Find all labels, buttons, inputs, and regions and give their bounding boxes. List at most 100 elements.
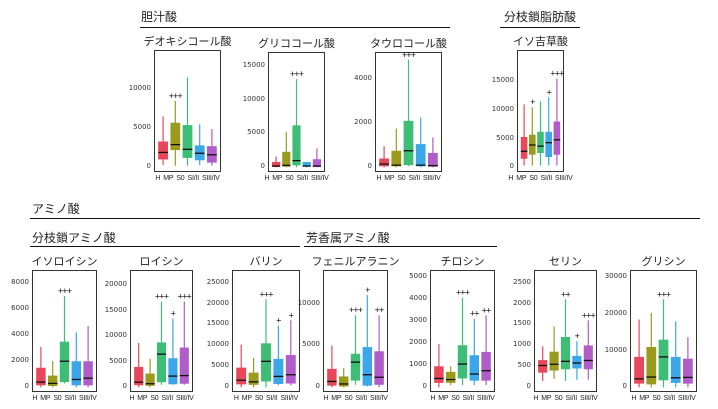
x-tick-label: H xyxy=(264,175,270,182)
x-tick-label: H xyxy=(376,175,382,182)
y-tick-label: 15000 xyxy=(104,305,127,314)
y-tick-label: 15000 xyxy=(491,76,514,85)
x-tick-label: S0 xyxy=(652,395,661,402)
significance-marker: ++ xyxy=(470,309,479,319)
x-tick-label: MP xyxy=(639,395,650,402)
significance-marker: ++ xyxy=(482,305,491,315)
x-tick-label: S0 xyxy=(344,395,353,402)
y-tick-label: 4000 xyxy=(354,73,372,82)
panel-title: セリン xyxy=(549,255,582,268)
box-s0 xyxy=(350,353,361,381)
panel-title: デオキシコール酸 xyxy=(143,35,232,48)
x-tick-label: SIII/IV xyxy=(369,395,388,402)
x-tick-label: MP xyxy=(163,175,174,182)
panel-title: グリココール酸 xyxy=(258,37,335,50)
x-tick-label: S0 xyxy=(529,175,538,182)
y-tick-label: 20000 xyxy=(206,298,229,307)
significance-marker: ++ xyxy=(561,289,570,299)
y-tick-label: 5000 xyxy=(409,271,427,280)
box-si-ii xyxy=(469,355,480,381)
significance-marker: +++ xyxy=(550,69,564,79)
y-tick-label: 5000 xyxy=(247,128,265,137)
box-s0 xyxy=(403,120,414,166)
y-tick-label: 8000 xyxy=(11,278,29,287)
panel-title: チロシン xyxy=(440,255,485,268)
box-mp xyxy=(445,371,456,383)
box-mp xyxy=(338,376,349,387)
x-tick-label: SI/II xyxy=(161,395,174,402)
box-s0 xyxy=(658,339,669,381)
box-h xyxy=(134,366,144,386)
box-siii-iv xyxy=(179,347,189,384)
x-tick-label: MP xyxy=(241,395,252,402)
x-axis-labels: H MP S0 SI/II SIII/IV xyxy=(20,395,110,402)
y-tick-label: 10000 xyxy=(128,84,151,93)
x-tick-label: S0 xyxy=(254,395,263,402)
x-axis-labels: H MP S0 SI/II SIII/IV xyxy=(311,395,401,402)
significance-marker: +++ xyxy=(155,292,169,302)
group-header-bcaa: 分枝鎖アミノ酸 xyxy=(32,231,116,245)
x-tick-label: S0 xyxy=(176,175,185,182)
x-tick-label: MP xyxy=(137,395,148,402)
significance-marker: ++ xyxy=(375,305,384,315)
y-tick-label: 2000 xyxy=(354,118,372,126)
box-siii-iv xyxy=(285,355,296,384)
significance-marker: +++ xyxy=(349,305,363,315)
x-tick-label: SIII/IV xyxy=(280,395,299,402)
x-tick-label: H xyxy=(32,395,38,402)
y-tick-label: 5000 xyxy=(211,361,229,370)
x-tick-label: SIII/IV xyxy=(476,395,495,402)
x-axis-labels: H MP S0 SI/II SIII/IV xyxy=(619,395,709,402)
group-header-aromatic: 芳香属アミノ酸 xyxy=(306,231,390,245)
y-tick-label: 0 xyxy=(224,382,229,391)
x-tick-label: SI/II xyxy=(266,395,278,402)
y-tick-label: 1000 xyxy=(513,340,531,349)
x-tick-label: S0 xyxy=(285,175,294,182)
plot-frame xyxy=(154,50,221,172)
x-tick-label: SIII/IV xyxy=(422,175,441,182)
y-tick-label: 5000 xyxy=(133,123,151,132)
y-tick-label: 0 xyxy=(422,382,427,391)
group-header-bcfa: 分枝鎖脂肪酸 xyxy=(504,10,577,24)
x-tick-label: SIII/IV xyxy=(310,175,329,182)
y-tick-label: 0 xyxy=(526,382,531,391)
group-header-amino-acid: アミノ酸 xyxy=(32,202,80,216)
y-tick-label: 20000 xyxy=(104,280,127,289)
x-tick-label: SI/II xyxy=(408,175,421,182)
box-siii-iv xyxy=(83,361,93,386)
group-divider xyxy=(140,27,450,28)
plot-frame xyxy=(130,270,193,392)
significance-marker: +++ xyxy=(402,50,416,60)
y-tick-label: 0 xyxy=(622,382,627,391)
significance-marker: + xyxy=(365,285,370,295)
plot-frame xyxy=(268,52,325,172)
box-s0 xyxy=(457,345,468,379)
box-mp xyxy=(646,346,657,385)
significance-marker: + xyxy=(530,97,535,107)
group-divider xyxy=(30,218,700,219)
group-divider xyxy=(500,27,580,28)
x-tick-label: S0 xyxy=(451,395,460,402)
panel-title: ロイシン xyxy=(139,255,184,268)
x-tick-label: SI/II xyxy=(663,395,676,402)
box-si-ii xyxy=(670,356,681,383)
x-tick-label: SIII/IV xyxy=(78,395,97,402)
y-tick-label: 1000 xyxy=(409,360,427,369)
box-h xyxy=(538,360,548,373)
box-h xyxy=(272,161,281,168)
y-tick-label: 0 xyxy=(367,162,372,171)
panel-title: グリシン xyxy=(641,255,686,268)
box-s0 xyxy=(59,341,70,383)
y-tick-label: 4000 xyxy=(409,293,427,302)
box-h xyxy=(520,136,528,159)
panel-title: フェニルアラニン xyxy=(311,255,400,268)
x-tick-label: MP xyxy=(384,175,395,182)
y-tick-label: 10000 xyxy=(491,105,514,114)
x-tick-label: SI/II xyxy=(355,395,368,402)
x-axis-labels: H MP S0 SI/II SIII/IV xyxy=(364,175,454,182)
box-siii-iv xyxy=(583,345,593,370)
x-tick-label: H xyxy=(508,175,514,182)
